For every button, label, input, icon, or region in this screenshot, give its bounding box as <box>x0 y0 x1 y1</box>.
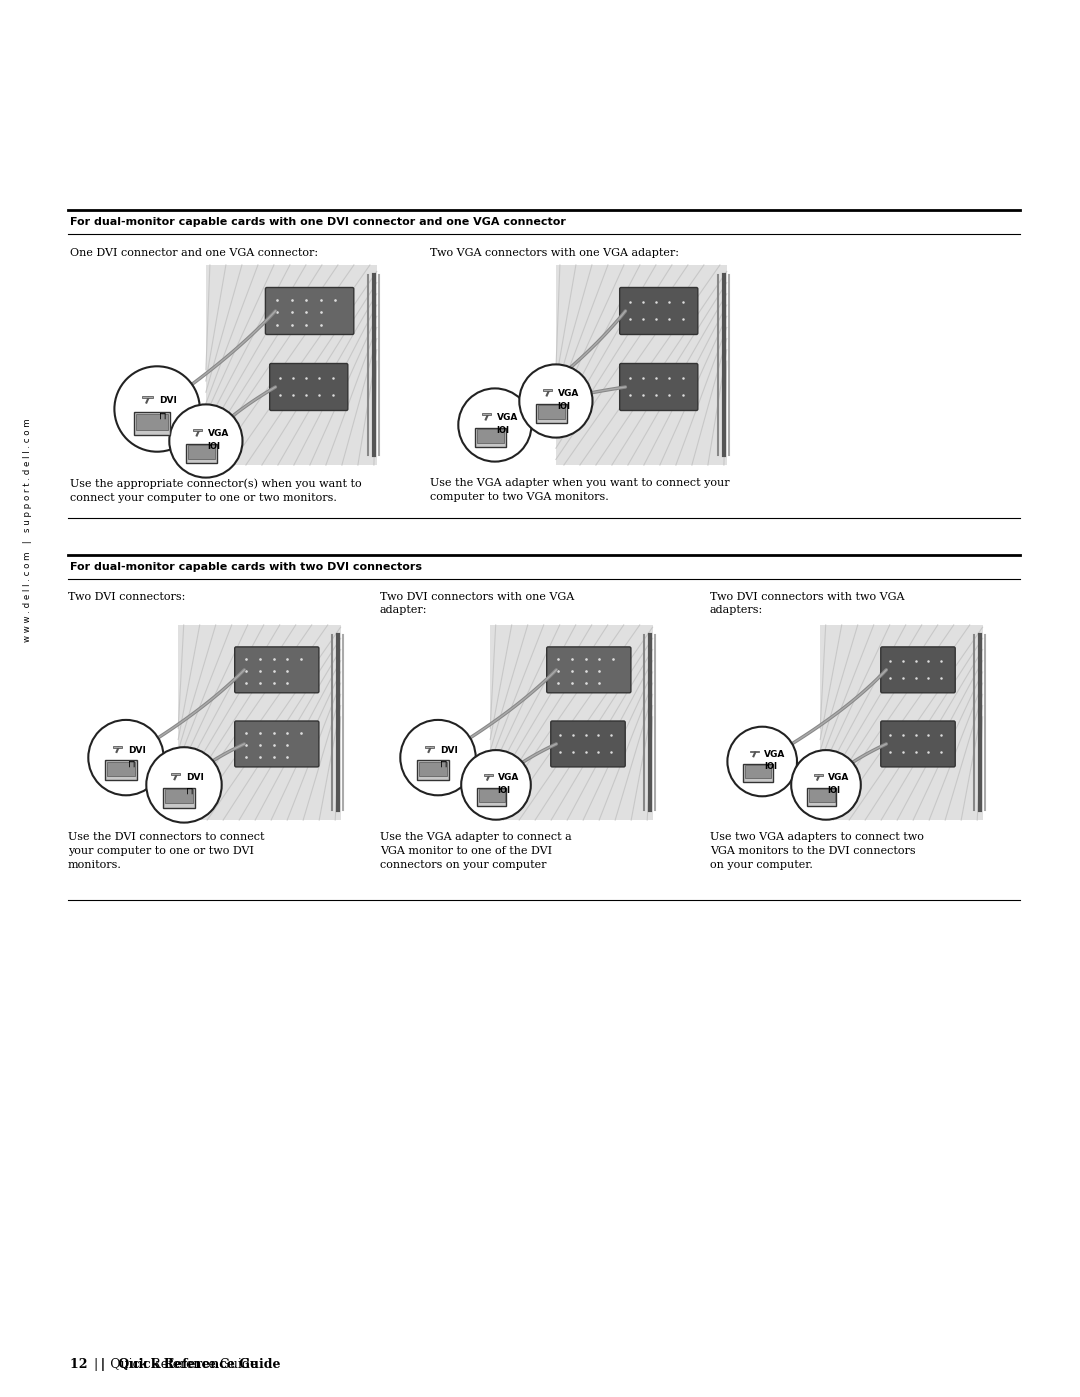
Text: VGA: VGA <box>498 774 519 782</box>
Circle shape <box>170 404 243 478</box>
Bar <box>809 789 835 802</box>
Text: DVI: DVI <box>127 746 146 754</box>
Text: IOI: IOI <box>827 785 840 795</box>
Bar <box>171 773 180 775</box>
Bar <box>814 774 823 775</box>
Bar <box>750 750 759 753</box>
Text: Use the DVI connectors to connect
your computer to one or two DVI
monitors.: Use the DVI connectors to connect your c… <box>68 833 265 870</box>
Text: VGA: VGA <box>497 414 518 422</box>
Bar <box>490 624 652 820</box>
Text: w w w . d e l l . c o m   |   s u p p o r t . d e l l . c o m: w w w . d e l l . c o m | s u p p o r t … <box>24 418 32 641</box>
Bar <box>136 414 167 430</box>
Bar <box>165 789 193 803</box>
Bar <box>536 404 567 423</box>
Circle shape <box>146 747 221 823</box>
Text: VGA: VGA <box>557 390 579 398</box>
FancyBboxPatch shape <box>270 363 348 411</box>
Bar <box>90 265 395 465</box>
Bar <box>743 764 772 782</box>
Text: |   Quick Reference Guide: | Quick Reference Guide <box>82 1358 257 1370</box>
Bar <box>178 624 340 820</box>
Bar <box>477 788 507 806</box>
Text: VGA: VGA <box>207 429 229 439</box>
Bar <box>134 412 170 434</box>
Text: Two DVI connectors with two VGA
adapters:: Two DVI connectors with two VGA adapters… <box>710 592 905 615</box>
Text: IOI: IOI <box>497 426 510 434</box>
Text: Use the VGA adapter to connect a
VGA monitor to one of the DVI
connectors on you: Use the VGA adapter to connect a VGA mon… <box>380 833 571 870</box>
Text: Use the VGA adapter when you want to connect your
computer to two VGA monitors.: Use the VGA adapter when you want to con… <box>430 478 730 502</box>
Text: IOI: IOI <box>557 402 570 411</box>
Bar <box>710 624 1000 820</box>
Circle shape <box>89 719 164 795</box>
Bar <box>440 265 745 465</box>
Text: IOI: IOI <box>498 785 511 795</box>
FancyBboxPatch shape <box>546 647 631 693</box>
Bar <box>475 427 505 447</box>
Text: DVI: DVI <box>159 395 177 405</box>
Bar <box>745 766 771 778</box>
Circle shape <box>519 365 593 437</box>
Circle shape <box>728 726 797 796</box>
Bar <box>112 746 122 747</box>
Bar <box>820 624 983 820</box>
Text: VGA: VGA <box>827 774 849 782</box>
Text: One DVI connector and one VGA connector:: One DVI connector and one VGA connector: <box>70 249 319 258</box>
Text: Two VGA connectors with one VGA adapter:: Two VGA connectors with one VGA adapter: <box>430 249 679 258</box>
Text: For dual-monitor capable cards with one DVI connector and one VGA connector: For dual-monitor capable cards with one … <box>70 217 566 226</box>
Bar <box>538 405 565 419</box>
Text: IOI: IOI <box>207 441 220 451</box>
Text: ⊓: ⊓ <box>186 785 193 795</box>
FancyBboxPatch shape <box>620 363 698 411</box>
Circle shape <box>401 719 475 795</box>
Text: DVI: DVI <box>186 773 204 782</box>
FancyBboxPatch shape <box>234 647 319 693</box>
Bar <box>482 414 491 415</box>
Bar <box>478 789 504 802</box>
FancyBboxPatch shape <box>266 288 354 334</box>
Text: 12   |   Quick Reference Guide: 12 | Quick Reference Guide <box>70 1358 281 1370</box>
Text: ⊓: ⊓ <box>159 411 166 420</box>
Circle shape <box>792 750 861 820</box>
Text: DVI: DVI <box>440 746 458 754</box>
Bar <box>143 395 153 398</box>
Bar <box>105 760 137 780</box>
Bar <box>107 761 135 775</box>
Text: Two DVI connectors:: Two DVI connectors: <box>68 592 186 602</box>
FancyBboxPatch shape <box>551 721 625 767</box>
Bar <box>163 788 195 807</box>
Text: VGA: VGA <box>764 750 785 759</box>
FancyBboxPatch shape <box>234 721 319 767</box>
Bar <box>424 746 434 747</box>
Bar <box>417 760 449 780</box>
Circle shape <box>114 366 200 451</box>
Bar <box>206 265 377 465</box>
Text: ⊓: ⊓ <box>440 759 447 768</box>
Bar <box>380 624 670 820</box>
Bar <box>543 390 552 391</box>
FancyBboxPatch shape <box>620 288 698 334</box>
Text: Two DVI connectors with one VGA
adapter:: Two DVI connectors with one VGA adapter: <box>380 592 575 615</box>
Text: Use the appropriate connector(s) when you want to
connect your computer to one o: Use the appropriate connector(s) when yo… <box>70 478 362 503</box>
Text: For dual-monitor capable cards with two DVI connectors: For dual-monitor capable cards with two … <box>70 562 422 571</box>
Bar <box>556 265 727 465</box>
Circle shape <box>458 388 531 461</box>
Bar <box>484 774 492 775</box>
Bar <box>193 429 202 432</box>
Text: IOI: IOI <box>764 763 777 771</box>
Circle shape <box>461 750 530 820</box>
Bar <box>807 788 836 806</box>
FancyBboxPatch shape <box>881 721 955 767</box>
Text: ⊓: ⊓ <box>127 759 135 768</box>
Bar <box>186 444 217 462</box>
Text: Use two VGA adapters to connect two
VGA monitors to the DVI connectors
on your c: Use two VGA adapters to connect two VGA … <box>710 833 923 870</box>
Bar <box>188 446 215 458</box>
Bar <box>68 624 357 820</box>
FancyBboxPatch shape <box>881 647 955 693</box>
Bar <box>476 429 504 443</box>
Bar <box>419 761 447 775</box>
